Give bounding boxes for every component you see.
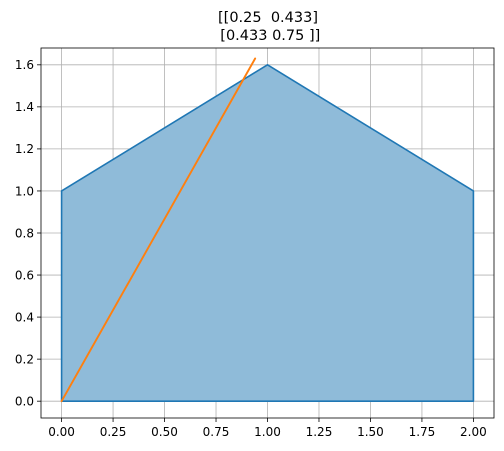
- chart-title: [[0.25 0.433] [0.433 0.75 ]]: [216, 10, 321, 44]
- y-tick-label: 0.6: [15, 268, 34, 282]
- x-tick-label: 2.00: [460, 425, 487, 439]
- x-tick-label: 1.50: [357, 425, 384, 439]
- chart-title-line-2: [0.433 0.75 ]]: [216, 28, 321, 44]
- x-tick-label: 1.00: [254, 425, 281, 439]
- y-tick-label: 1.4: [15, 100, 34, 114]
- transformed-line: [60, 57, 257, 403]
- y-tick-label: 0.0: [15, 394, 34, 408]
- chart-title-line-1: [[0.25 0.433]: [218, 10, 318, 26]
- y-tick-label: 0.2: [15, 352, 34, 366]
- x-tick-label: 1.25: [306, 425, 333, 439]
- x-tick-label: 0.50: [151, 425, 178, 439]
- x-tick-label: 0.75: [203, 425, 230, 439]
- plot-series: [60, 57, 475, 403]
- x-tick-label: 0.00: [48, 425, 75, 439]
- polygon-outline: [60, 64, 475, 402]
- y-tick-label: 1.2: [15, 142, 34, 156]
- polygon-fill: [61, 64, 474, 402]
- y-tick-label: 1.6: [15, 58, 34, 72]
- axis-ticks: 0.00 0.25 0.50 0.75 1.00 1.25 1.50 1.75 2.00 0.0 0…: [15, 58, 487, 439]
- x-tick-label: 1.75: [409, 425, 436, 439]
- y-tick-label: 0.8: [15, 226, 34, 240]
- x-tick-label: 0.25: [100, 425, 127, 439]
- y-tick-label: 1.0: [15, 184, 34, 198]
- y-tick-label: 0.4: [15, 310, 34, 324]
